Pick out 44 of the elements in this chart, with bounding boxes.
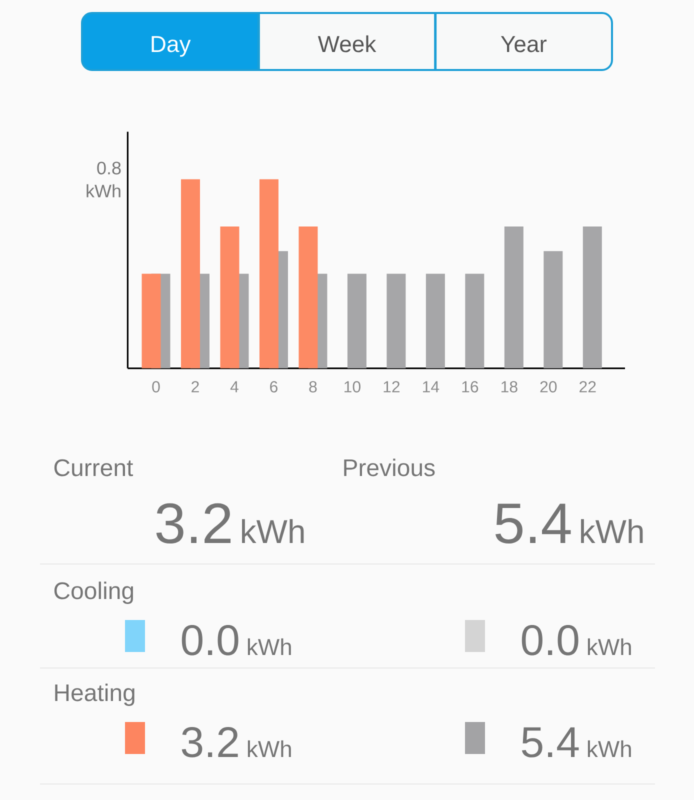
category-label: Week [318, 35, 376, 52]
text: Current [54, 459, 134, 476]
bar [259, 179, 278, 368]
data-label: 3.2 [182, 726, 238, 758]
text: 3.2 [156, 503, 231, 544]
data-label: 5.4 [522, 727, 579, 758]
text: kWh [588, 638, 631, 655]
category-label: Year [500, 36, 547, 52]
text: kWh [248, 638, 291, 655]
x-tick-label: 20 [540, 381, 557, 392]
x-tick-label: 2 [192, 381, 199, 392]
x-tick-label: 10 [344, 381, 360, 392]
text: kWh [248, 740, 291, 757]
text: kWh [581, 519, 643, 543]
text: 5.4 [495, 504, 571, 544]
x-tick-label: 14 [423, 381, 440, 392]
data-label: 0.0 [522, 624, 578, 656]
x-tick-label: 4 [230, 381, 238, 392]
bar [347, 274, 366, 368]
bar [142, 274, 161, 368]
category-label: Heating [55, 684, 134, 706]
bar [426, 274, 445, 368]
text: kWh [242, 519, 304, 543]
bar [298, 226, 318, 368]
bar [582, 226, 602, 368]
x-tick-label: 16 [462, 381, 478, 392]
category-label: Cooling [54, 582, 134, 604]
bar [220, 226, 240, 368]
bar [544, 251, 563, 368]
x-tick-label: 8 [309, 381, 317, 392]
x-tick-label: 22 [580, 381, 596, 392]
text: 0.8 kWh [86, 162, 121, 198]
data-label: 0.0 [182, 624, 238, 656]
x-tick-label: 0 [152, 381, 160, 392]
text: kWh [588, 740, 631, 757]
category-label: Day [152, 36, 191, 57]
x-tick-label: 6 [270, 381, 278, 392]
bar [504, 226, 524, 368]
x-tick-label: 18 [501, 381, 518, 392]
bar [180, 179, 200, 368]
bar [386, 274, 406, 368]
x-tick-label: 12 [384, 381, 400, 392]
text: Previous [344, 458, 435, 476]
bar [465, 274, 484, 368]
